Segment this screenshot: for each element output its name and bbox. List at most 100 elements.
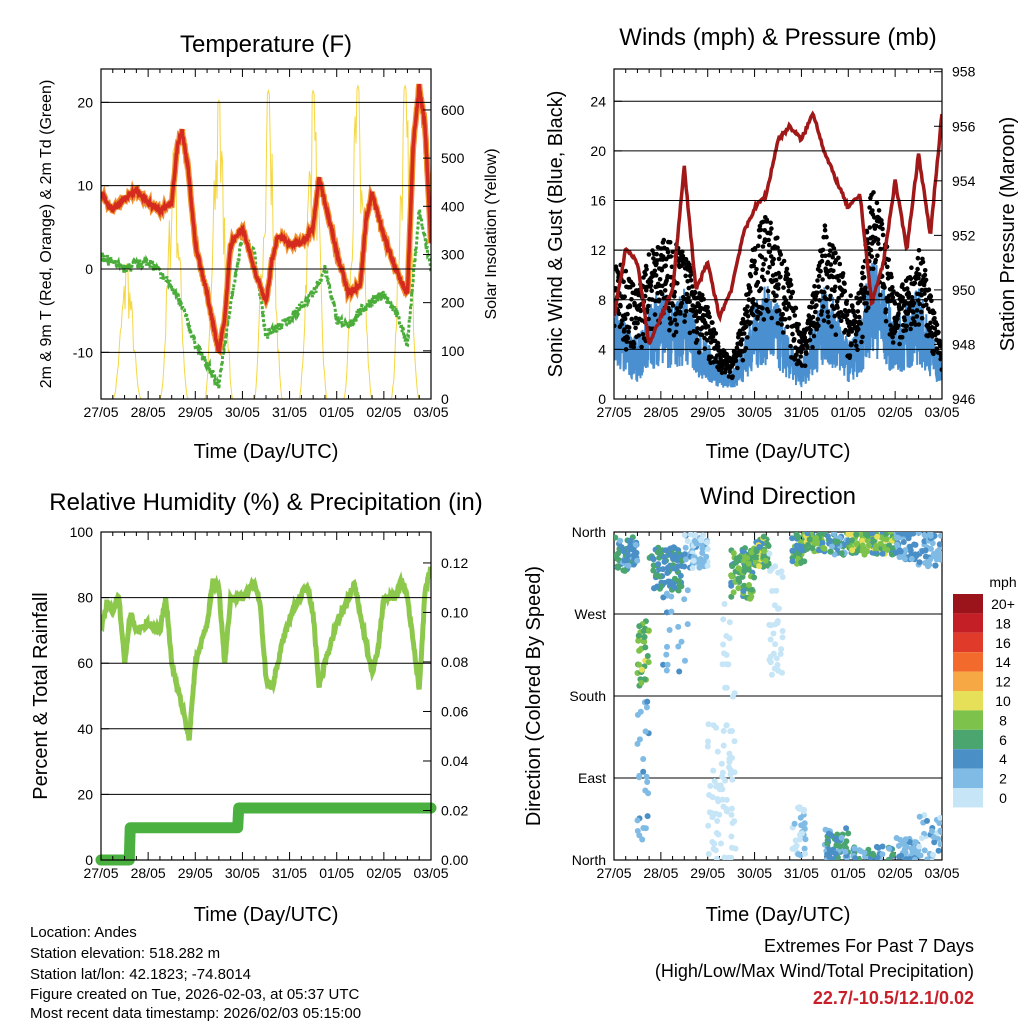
direction-point [662, 547, 669, 554]
direction-point [636, 772, 643, 779]
gust-point [890, 334, 895, 340]
direction-point [870, 851, 876, 858]
direction-cluster [803, 532, 828, 555]
direction-cluster [728, 545, 758, 602]
direction-point [625, 562, 632, 569]
direction-point [721, 854, 728, 860]
direction-point [794, 533, 801, 540]
temperature-xlabel: Time (Day/UTC) [194, 441, 339, 463]
direction-point [722, 777, 729, 784]
direction-point [709, 839, 716, 845]
direction-point [865, 542, 872, 549]
gust-point [716, 344, 721, 349]
gust-point [903, 328, 909, 333]
direction-point [771, 665, 778, 672]
direction-point [614, 563, 621, 570]
direction-point [874, 533, 881, 540]
gust-point [854, 343, 859, 349]
y-tick-label: 80 [77, 590, 93, 606]
gust-point [764, 217, 770, 223]
direction-point [678, 638, 685, 645]
legend-swatch [953, 594, 983, 614]
info-timestamp: Most recent data timestamp: 2026/02/03 0… [30, 1005, 361, 1022]
y-right-tick-label: 200 [441, 295, 465, 311]
direction-point [640, 825, 647, 831]
gust-point [755, 243, 761, 249]
direction-cluster [634, 698, 652, 843]
gust-point [897, 341, 902, 347]
direction-point [864, 532, 871, 539]
gust-point [760, 244, 766, 249]
gust-point [802, 335, 808, 340]
gust-point [625, 335, 631, 341]
gust-point [766, 242, 772, 248]
y-right-tick-label: 958 [952, 64, 976, 80]
gust-point [788, 282, 794, 288]
gust-point [633, 325, 638, 331]
direction-point [723, 684, 730, 691]
gust-point [769, 226, 774, 231]
gust-point [755, 314, 760, 320]
gust-point [825, 314, 831, 319]
dewpoint-line [101, 209, 431, 390]
gust-point [661, 237, 667, 243]
gust-point [619, 322, 624, 327]
direction-point [614, 534, 619, 541]
gust-point [928, 294, 934, 299]
direction-point [640, 768, 647, 775]
gust-point [908, 326, 913, 332]
direction-point [937, 827, 942, 834]
direction-point [751, 574, 758, 581]
gust-point [624, 339, 629, 344]
direction-point [710, 722, 717, 729]
gust-point [668, 254, 674, 259]
gust-point [633, 315, 639, 321]
direction-point [827, 548, 834, 555]
legend-label: 20+ [991, 596, 1015, 612]
direction-cluster [789, 532, 809, 567]
direction-point [634, 557, 641, 564]
direction-point [772, 621, 779, 628]
y-right-tick-label: 950 [952, 282, 976, 298]
direction-point [805, 541, 811, 548]
direction-point [765, 543, 772, 549]
direction-point [707, 783, 714, 789]
gust-point [626, 329, 631, 335]
gust-point [753, 326, 758, 332]
direction-point [730, 550, 737, 557]
direction-cluster [704, 721, 739, 860]
legend-swatch [953, 749, 983, 769]
direction-point [712, 847, 719, 854]
gust-point [906, 291, 912, 297]
direction-point [666, 551, 673, 558]
direction-point [802, 850, 809, 857]
direction-point [621, 557, 628, 564]
direction-point [746, 582, 752, 588]
gust-point [793, 305, 799, 311]
gust-point [908, 276, 914, 282]
gust-point [926, 287, 932, 293]
legend-label: 4 [999, 751, 1007, 767]
gust-point [815, 278, 820, 283]
gust-point [715, 340, 721, 346]
y-tick-label: 20 [77, 94, 93, 110]
direction-point [916, 843, 923, 850]
gust-point [671, 332, 677, 338]
direction-point [693, 540, 700, 547]
direction-point [796, 543, 803, 549]
wind-direction-xlabel: Time (Day/UTC) [706, 904, 851, 926]
gust-point [758, 311, 763, 316]
gust-point [869, 254, 875, 259]
winds-xlabel: Time (Day/UTC) [706, 441, 851, 463]
gust-point [699, 332, 705, 338]
gust-point [765, 270, 771, 275]
direction-point [732, 845, 739, 852]
direction-point [715, 831, 722, 838]
direction-point [824, 533, 831, 540]
direction-point [802, 836, 809, 843]
direction-point [668, 593, 675, 600]
direction-point [770, 650, 777, 657]
gust-point [669, 320, 674, 325]
direction-point [678, 563, 685, 569]
legend-title: mph [989, 574, 1016, 590]
